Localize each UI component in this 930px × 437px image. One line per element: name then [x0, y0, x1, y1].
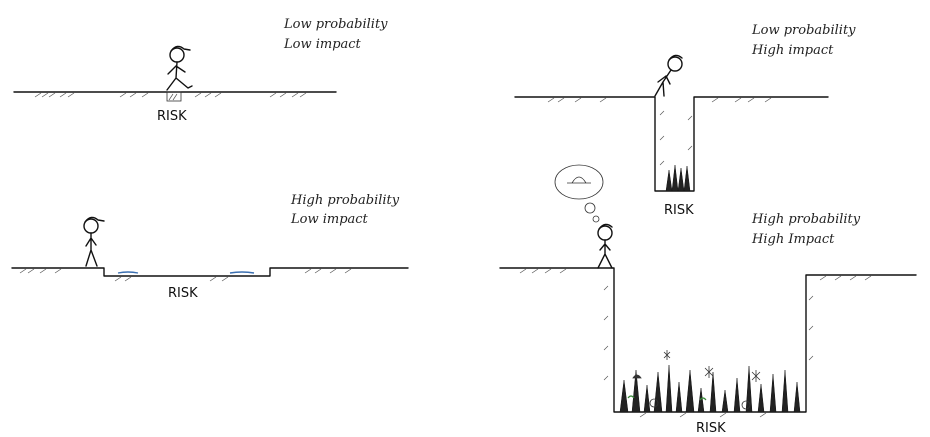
caption-line1: Low probability	[751, 23, 856, 38]
caption-line2: Low impact	[290, 212, 369, 227]
ground-hatching	[34, 92, 307, 98]
water-puddle	[117, 271, 255, 274]
debris-and-sparks	[632, 350, 761, 410]
caption-line2: Low impact	[283, 37, 362, 52]
stick-figure	[654, 54, 683, 97]
stick-figure	[83, 216, 105, 267]
panel-low-probability-high-impact: Low probability High impact RISK	[514, 23, 856, 218]
stick-figure	[597, 223, 613, 269]
spikes-in-pit	[665, 164, 691, 192]
panel-low-probability-low-impact: Low probability Low impact RISK	[13, 17, 388, 124]
stick-figure	[166, 45, 193, 91]
risk-label: RISK	[168, 286, 198, 301]
ground-with-shallow-dip	[11, 267, 409, 277]
caption-line1: High probability	[290, 193, 400, 208]
risk-label: RISK	[664, 203, 694, 218]
green-weeds	[627, 395, 707, 401]
spikes-in-pit	[619, 364, 801, 413]
ground-with-narrow-pit	[514, 96, 829, 192]
risk-label: RISK	[157, 109, 187, 124]
ground-with-wide-pit	[499, 267, 917, 413]
small-bump	[166, 91, 182, 102]
caption-line2: High impact	[751, 43, 834, 58]
panel-high-probability-high-impact: High probability High Impact RISK	[499, 164, 917, 436]
ground-hatching	[19, 268, 352, 282]
ground-hatching	[547, 97, 772, 166]
caption-line1: High probability	[751, 212, 861, 227]
caption-line1: Low probability	[283, 17, 388, 32]
panel-high-probability-low-impact: High probability Low impact RISK	[11, 193, 409, 301]
risk-label: RISK	[696, 421, 726, 436]
ground-hatching	[519, 268, 872, 418]
caption-line2: High Impact	[751, 232, 835, 247]
thought-bubble	[554, 164, 604, 223]
